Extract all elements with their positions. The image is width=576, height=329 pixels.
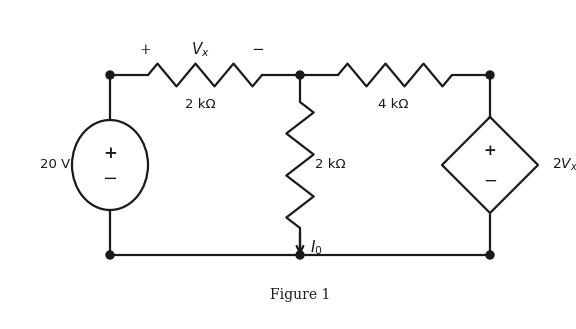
Text: $V_x$: $V_x$ xyxy=(191,41,210,59)
Circle shape xyxy=(486,251,494,259)
Text: $I_0$: $I_0$ xyxy=(310,239,323,257)
Circle shape xyxy=(106,71,114,79)
Text: +: + xyxy=(484,144,497,158)
Text: −: − xyxy=(483,172,497,190)
Text: 2 kΩ: 2 kΩ xyxy=(185,98,215,112)
Text: +: + xyxy=(139,43,151,57)
Text: 20 V: 20 V xyxy=(40,159,70,171)
Circle shape xyxy=(106,251,114,259)
Text: 4 kΩ: 4 kΩ xyxy=(378,98,408,112)
Circle shape xyxy=(296,71,304,79)
Text: −: − xyxy=(252,43,264,57)
Text: $2V_x$: $2V_x$ xyxy=(552,157,576,173)
Text: Figure 1: Figure 1 xyxy=(270,288,330,302)
Circle shape xyxy=(486,71,494,79)
Text: 2 kΩ: 2 kΩ xyxy=(315,159,346,171)
Text: +: + xyxy=(103,144,117,162)
Text: −: − xyxy=(103,170,118,188)
Circle shape xyxy=(296,251,304,259)
